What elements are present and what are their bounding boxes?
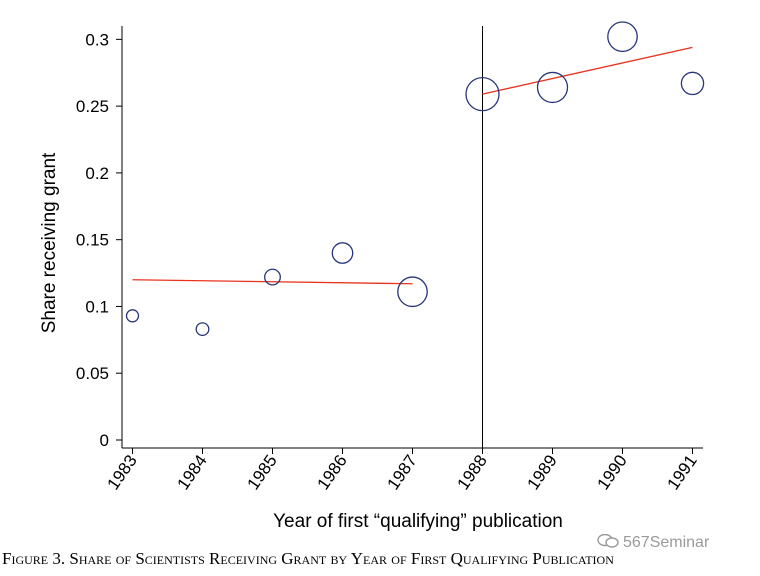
x-tick-label: 1991 [664,451,701,493]
y-tick-label: 0.2 [85,164,109,183]
x-tick-label: 1984 [174,451,211,493]
data-point [125,309,140,323]
watermark: 567Seminar [597,534,709,552]
y-tick-label: 0.1 [85,297,109,316]
data-points [125,21,705,337]
y-tick-label: 0.3 [85,30,109,49]
y-tick-label: 0.25 [76,97,109,116]
figure-caption: Figure 3. Share of Scientists Receiving … [2,549,614,568]
x-tick-label: 1985 [244,451,281,493]
x-tick-label: 1986 [314,451,351,493]
chat-bubbles-icon [597,534,619,548]
data-point [536,71,569,104]
fit-lines [132,46,693,285]
x-tick-label: 1990 [594,451,631,493]
data-point [397,276,428,308]
data-point [264,268,281,286]
fit-line [482,46,693,95]
x-tick-label: 1983 [104,451,141,493]
x-tick-label: 1988 [454,451,491,493]
y-tick-label: 0 [100,431,109,450]
data-point [195,322,210,337]
data-point [607,21,638,53]
fit-line [132,279,413,285]
y-tick-label: 0.15 [76,231,109,250]
x-tick-label: 1989 [524,451,561,493]
axes: 0 0.05 0.1 0.15 0.2 0.25 0.3 1983 1984 1985 1986 19… [76,26,703,493]
data-point [331,242,354,264]
data-point [680,71,705,96]
watermark-text: 567Seminar [623,534,710,551]
x-axis-label: Year of first “qualifying” publication [273,511,563,532]
y-axis-label: Share receiving grant [39,152,60,333]
y-tick-label: 0.05 [76,364,109,383]
x-tick-label: 1987 [384,451,421,493]
data-point [465,76,500,112]
